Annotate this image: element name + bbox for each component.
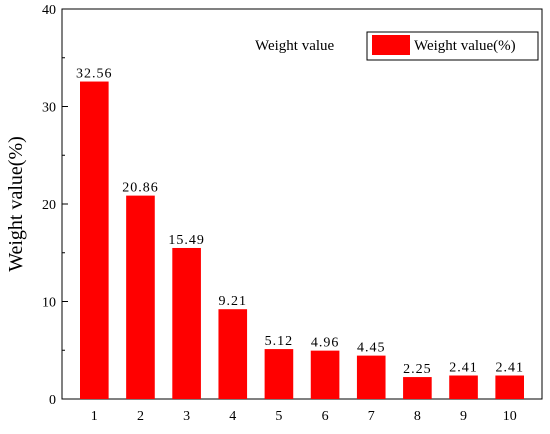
x-tick-label: 10 xyxy=(503,409,517,424)
bar xyxy=(356,355,386,399)
bar-value-label: 4.45 xyxy=(357,341,386,356)
bar xyxy=(264,349,294,399)
x-tick-label: 5 xyxy=(275,409,282,424)
x-tick-label: 6 xyxy=(322,409,329,424)
x-tick-label: 7 xyxy=(368,409,375,424)
bar xyxy=(403,377,432,399)
y-axis-label: Weight value(%) xyxy=(5,136,27,272)
bar-value-label: 5.12 xyxy=(265,334,294,349)
bar xyxy=(310,350,340,399)
y-tick-label: 30 xyxy=(42,101,56,116)
x-tick-label: 1 xyxy=(91,409,98,424)
bar-value-label: 20.86 xyxy=(122,181,159,196)
bar-value-label: 15.49 xyxy=(168,233,205,248)
bar-value-label: 4.96 xyxy=(311,336,340,351)
bar-value-label: 2.25 xyxy=(403,362,432,377)
y-axis: 0 10 20 30 40 xyxy=(42,3,68,408)
bar-value-label: 2.41 xyxy=(495,361,524,376)
bars xyxy=(80,81,524,399)
legend-label: Weight value(%) xyxy=(414,38,516,54)
y-tick-label: 40 xyxy=(42,3,56,18)
bar-value-label: 32.56 xyxy=(76,67,113,82)
bar xyxy=(126,195,155,399)
bar xyxy=(172,247,201,399)
x-tick-label: 2 xyxy=(137,409,144,424)
bar xyxy=(218,309,248,399)
bar-value-label: 9.21 xyxy=(219,294,248,309)
x-tick-label: 3 xyxy=(183,409,190,424)
legend-swatch xyxy=(372,35,410,55)
bar-labels: 32.56 20.86 15.49 9.21 5.12 4.96 4.45 2.25 2.41 2… xyxy=(76,67,524,378)
y-tick-label: 20 xyxy=(42,198,56,213)
x-tick-label: 8 xyxy=(414,409,421,424)
bar xyxy=(449,375,478,399)
bar xyxy=(495,375,524,399)
y-tick-label: 10 xyxy=(42,296,56,311)
chart-title: Weight value xyxy=(255,38,335,54)
legend: Weight value(%) xyxy=(366,31,539,61)
bar-value-label: 2.41 xyxy=(449,361,478,376)
x-tick-label: 9 xyxy=(460,409,467,424)
bar xyxy=(80,81,109,399)
x-tick-label: 4 xyxy=(229,409,236,424)
y-tick-label: 0 xyxy=(49,393,56,408)
